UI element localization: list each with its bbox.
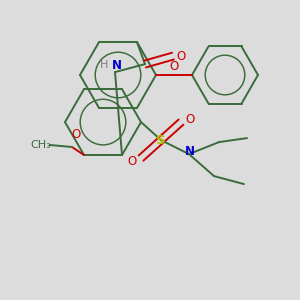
Text: O: O bbox=[71, 128, 81, 142]
Text: O: O bbox=[169, 59, 178, 73]
Text: O: O bbox=[128, 154, 136, 168]
Text: S: S bbox=[156, 134, 166, 147]
Text: N: N bbox=[112, 58, 122, 72]
Text: H: H bbox=[100, 60, 108, 70]
Text: O: O bbox=[176, 50, 186, 63]
Text: CH₃: CH₃ bbox=[31, 140, 51, 150]
Text: N: N bbox=[185, 145, 195, 158]
Text: O: O bbox=[185, 112, 195, 126]
